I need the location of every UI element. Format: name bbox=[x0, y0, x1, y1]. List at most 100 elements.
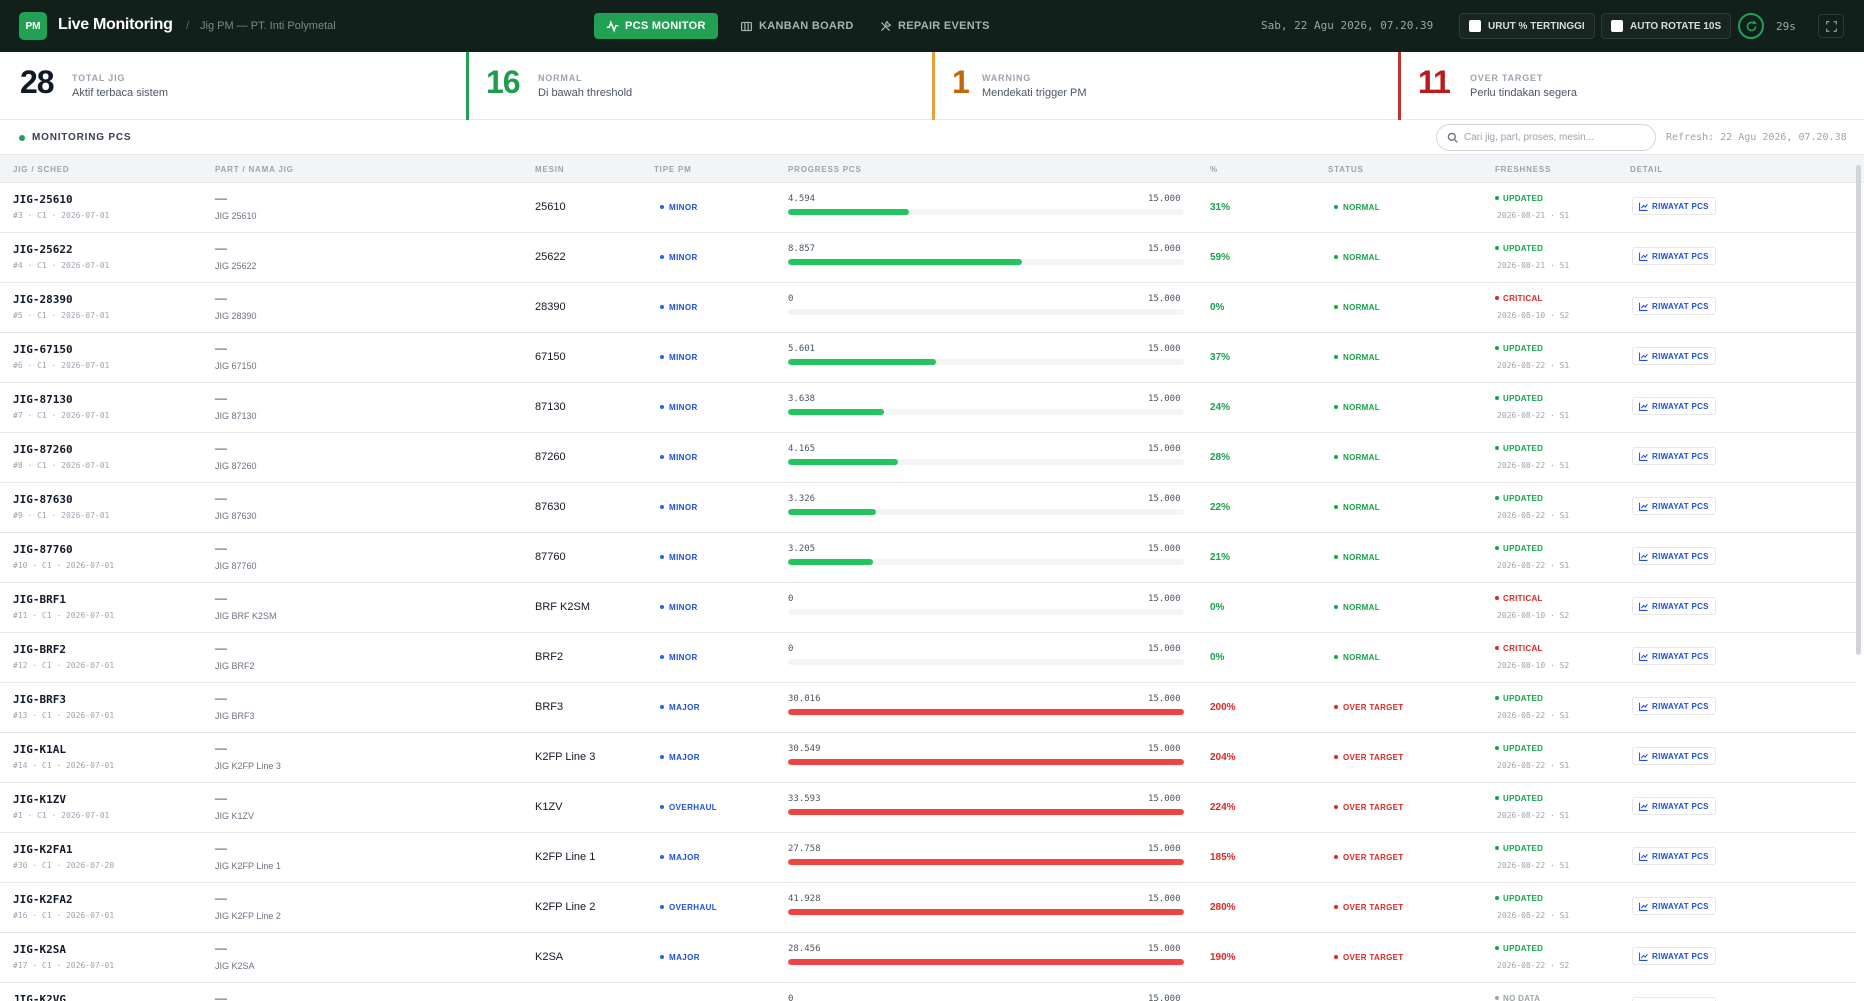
table-row[interactable]: JIG-25610 #3 · C1 · 2026-07-01 — JIG 25610 2… bbox=[0, 183, 1856, 233]
jig-name: JIG 87760 bbox=[215, 561, 257, 571]
chart-line-icon bbox=[1639, 752, 1648, 761]
riwayat-pcs-button[interactable]: RIWAYAT PCS bbox=[1632, 647, 1716, 665]
jig-name: JIG K2FP Line 1 bbox=[215, 861, 281, 871]
riwayat-pcs-button[interactable]: RIWAYAT PCS bbox=[1632, 347, 1716, 365]
auto-rotate-toggle[interactable]: AUTO ROTATE 10S bbox=[1601, 13, 1732, 39]
jig-schedule: #30 · C1 · 2026-07-20 bbox=[13, 861, 115, 870]
pm-type-badge: MINOR bbox=[660, 553, 698, 562]
col-progress[interactable]: PROGRESS PCS bbox=[788, 165, 862, 174]
table-row[interactable]: JIG-87630 #9 · C1 · 2026-07-01 — JIG 87630 8… bbox=[0, 483, 1856, 533]
table-row[interactable]: JIG-87260 #8 · C1 · 2026-07-01 — JIG 87260 8… bbox=[0, 433, 1856, 483]
table-row[interactable]: JIG-K2SA #17 · C1 · 2026-07-01 — JIG K2SA K2… bbox=[0, 933, 1856, 983]
tab-kanban-board[interactable]: KANBAN BOARD bbox=[728, 13, 866, 39]
part-number: — bbox=[215, 391, 227, 405]
riwayat-pcs-button[interactable]: RIWAYAT PCS bbox=[1632, 397, 1716, 415]
riwayat-pcs-button[interactable]: RIWAYAT PCS bbox=[1632, 947, 1716, 965]
col-detail[interactable]: DETAIL bbox=[1630, 165, 1664, 174]
sort-highest-toggle[interactable]: URUT % TERTINGGI bbox=[1459, 13, 1595, 39]
freshness-date: 2026-08-10 · S2 bbox=[1497, 661, 1570, 670]
sort-checkbox[interactable] bbox=[1469, 20, 1481, 32]
riwayat-pcs-label: RIWAYAT PCS bbox=[1652, 751, 1709, 761]
table-row[interactable]: JIG-87760 #10 · C1 · 2026-07-01 — JIG 87760… bbox=[0, 533, 1856, 583]
table-row[interactable]: JIG-BRF2 #12 · C1 · 2026-07-01 — JIG BRF2 BR… bbox=[0, 633, 1856, 683]
riwayat-pcs-button[interactable]: RIWAYAT PCS bbox=[1632, 747, 1716, 765]
summary-subtitle: Di bawah threshold bbox=[538, 87, 633, 99]
jig-name: JIG 87630 bbox=[215, 511, 257, 521]
jig-id: JIG-BRF2 bbox=[13, 643, 66, 656]
jig-id: JIG-K2FA2 bbox=[13, 893, 73, 906]
chart-line-icon bbox=[1639, 352, 1648, 361]
table-row[interactable]: JIG-K1AL #14 · C1 · 2026-07-01 — JIG K2FP L… bbox=[0, 733, 1856, 783]
riwayat-pcs-button[interactable]: RIWAYAT PCS bbox=[1632, 847, 1716, 865]
tab-pcs-monitor[interactable]: PCS MONITOR bbox=[594, 13, 718, 39]
progress-target: 15.000 bbox=[1148, 394, 1181, 404]
monitoring-toolbar bbox=[0, 120, 1864, 155]
search-box[interactable] bbox=[1436, 124, 1656, 151]
table-row[interactable]: JIG-87130 #7 · C1 · 2026-07-01 — JIG 87130 8… bbox=[0, 383, 1856, 433]
col-tipe[interactable]: TIPE PM bbox=[654, 165, 692, 174]
summary-cards: 28 TOTAL JIG Aktif terbaca sistem 16 NORMAL D… bbox=[0, 52, 1864, 120]
fullscreen-button[interactable] bbox=[1818, 14, 1844, 38]
riwayat-pcs-button[interactable]: RIWAYAT PCS bbox=[1632, 297, 1716, 315]
jig-id: JIG-25610 bbox=[13, 193, 73, 206]
riwayat-pcs-button[interactable]: RIWAYAT PCS bbox=[1632, 497, 1716, 515]
progress-track bbox=[788, 309, 1184, 315]
col-freshness[interactable]: FRESHNESS bbox=[1495, 165, 1552, 174]
riwayat-pcs-button[interactable]: RIWAYAT PCS bbox=[1632, 447, 1716, 465]
jig-id: JIG-K1ZV bbox=[13, 793, 66, 806]
chart-line-icon bbox=[1639, 702, 1648, 711]
freshness-date: 2026-08-22 · S1 bbox=[1497, 911, 1570, 920]
table-row[interactable]: JIG-K2FA1 #30 · C1 · 2026-07-20 — JIG K2FP … bbox=[0, 833, 1856, 883]
last-refresh: Refresh: 22 Agu 2026, 07.20.38 bbox=[1666, 132, 1847, 143]
riwayat-pcs-button[interactable]: RIWAYAT PCS bbox=[1632, 897, 1716, 915]
jig-schedule: #8 · C1 · 2026-07-01 bbox=[13, 461, 110, 470]
status-badge: NORMAL bbox=[1334, 403, 1380, 412]
jig-name: JIG K2FP Line 3 bbox=[215, 761, 281, 771]
chart-line-icon bbox=[1639, 402, 1648, 411]
riwayat-pcs-button[interactable]: RIWAYAT PCS bbox=[1632, 597, 1716, 615]
search-input[interactable] bbox=[1464, 132, 1644, 143]
table-row[interactable]: JIG-K2VG — 0 15.000 NO DATA RIWAYAT PCS bbox=[0, 983, 1856, 1001]
freshness-badge: UPDATED bbox=[1495, 544, 1543, 553]
table-row[interactable]: JIG-K2FA2 #16 · C1 · 2026-07-01 — JIG K2FP … bbox=[0, 883, 1856, 933]
jig-id: JIG-BRF1 bbox=[13, 593, 66, 606]
freshness-badge: UPDATED bbox=[1495, 744, 1543, 753]
riwayat-pcs-button[interactable]: RIWAYAT PCS bbox=[1632, 547, 1716, 565]
jig-schedule: #4 · C1 · 2026-07-01 bbox=[13, 261, 110, 270]
refresh-icon[interactable] bbox=[1738, 13, 1764, 39]
riwayat-pcs-button[interactable]: RIWAYAT PCS bbox=[1632, 247, 1716, 265]
progress-percent: 190% bbox=[1210, 952, 1236, 963]
riwayat-pcs-button[interactable]: RIWAYAT PCS bbox=[1632, 797, 1716, 815]
freshness-badge: UPDATED bbox=[1495, 394, 1543, 403]
col-mesin[interactable]: MESIN bbox=[535, 165, 565, 174]
current-datetime: Sab, 22 Agu 2026, 07.20.39 bbox=[1261, 19, 1434, 32]
jig-schedule: #14 · C1 · 2026-07-01 bbox=[13, 761, 115, 770]
col-status[interactable]: STATUS bbox=[1328, 165, 1364, 174]
table-row[interactable]: JIG-K1ZV #1 · C1 · 2026-07-01 — JIG K1ZV K1Z… bbox=[0, 783, 1856, 833]
riwayat-pcs-button[interactable]: RIWAYAT PCS bbox=[1632, 997, 1716, 1001]
progress-value: 4.594 bbox=[788, 194, 816, 204]
riwayat-pcs-button[interactable]: RIWAYAT PCS bbox=[1632, 697, 1716, 715]
table-row[interactable]: JIG-25622 #4 · C1 · 2026-07-01 — JIG 25622 2… bbox=[0, 233, 1856, 283]
table-row[interactable]: JIG-67150 #6 · C1 · 2026-07-01 — JIG 67150 6… bbox=[0, 333, 1856, 383]
table-row[interactable]: JIG-BRF1 #11 · C1 · 2026-07-01 — JIG BRF K2… bbox=[0, 583, 1856, 633]
progress-value: 41.928 bbox=[788, 894, 821, 904]
riwayat-pcs-button[interactable]: RIWAYAT PCS bbox=[1632, 197, 1716, 215]
col-jig[interactable]: JIG / SCHED bbox=[13, 165, 70, 174]
jig-id: JIG-25622 bbox=[13, 243, 73, 256]
table-row[interactable]: JIG-28390 #5 · C1 · 2026-07-01 — JIG 28390 2… bbox=[0, 283, 1856, 333]
scrollbar[interactable] bbox=[1856, 165, 1861, 655]
part-number: — bbox=[215, 891, 227, 905]
progress-percent: 24% bbox=[1210, 402, 1231, 413]
riwayat-pcs-label: RIWAYAT PCS bbox=[1652, 451, 1709, 461]
auto-rotate-checkbox[interactable] bbox=[1611, 20, 1623, 32]
breadcrumb[interactable]: Jig PM — PT. Inti Polymetal bbox=[200, 20, 336, 32]
col-pct[interactable]: % bbox=[1210, 165, 1218, 174]
progress-value: 33.593 bbox=[788, 794, 821, 804]
col-part[interactable]: PART / NAMA JIG bbox=[215, 165, 294, 174]
riwayat-pcs-label: RIWAYAT PCS bbox=[1652, 201, 1709, 211]
progress-fill bbox=[788, 559, 873, 565]
tab-repair-events[interactable]: REPAIR EVENTS bbox=[867, 13, 1002, 39]
table-row[interactable]: JIG-BRF3 #13 · C1 · 2026-07-01 — JIG BRF3 BR… bbox=[0, 683, 1856, 733]
jig-id: JIG-K1AL bbox=[13, 743, 66, 756]
